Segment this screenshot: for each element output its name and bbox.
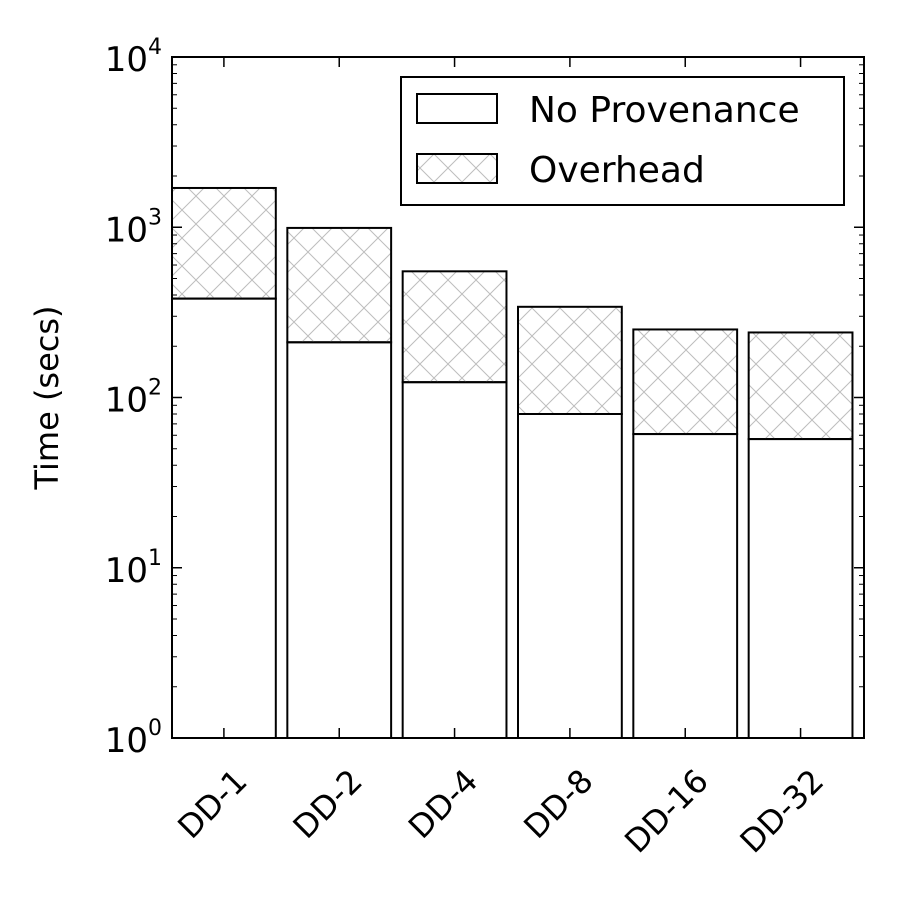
bar-no-provenance-dd-1 <box>171 297 277 739</box>
bar-no-provenance-dd-8 <box>517 413 623 739</box>
bar-overhead-dd-32 <box>747 331 854 441</box>
bar-overhead-dd-2 <box>286 226 393 344</box>
x-tick-label: DD-1 <box>170 762 254 846</box>
y-tick-label: 103 <box>105 205 162 250</box>
y-tick-label: 100 <box>105 716 162 761</box>
bar-overhead-dd-4 <box>401 270 508 384</box>
legend: No Provenance Overhead <box>400 76 845 206</box>
legend-swatch-no-provenance <box>416 93 498 124</box>
x-tick-label: DD-16 <box>617 762 716 861</box>
y-tick-label: 102 <box>105 376 162 421</box>
bar-overhead-dd-8 <box>517 305 623 415</box>
x-tick-label: DD-4 <box>401 762 485 846</box>
bar-no-provenance-dd-2 <box>286 341 393 739</box>
x-tick-label: DD-2 <box>286 762 370 846</box>
y-axis-title: Time (secs) <box>28 305 66 490</box>
bar-overhead-dd-16 <box>632 328 739 436</box>
legend-label-no-provenance: No Provenance <box>529 90 800 131</box>
y-tick-label: 104 <box>105 35 162 80</box>
legend-swatch-overhead <box>416 153 498 184</box>
x-tick-label: DD-32 <box>733 762 832 861</box>
x-tick-label: DD-8 <box>516 762 600 846</box>
bar-no-provenance-dd-32 <box>747 438 854 739</box>
bar-no-provenance-dd-16 <box>632 433 739 739</box>
bar-overhead-dd-1 <box>171 186 277 300</box>
legend-label-overhead: Overhead <box>529 150 705 191</box>
bar-no-provenance-dd-4 <box>401 381 508 739</box>
bars-layer <box>171 186 854 739</box>
y-tick-label: 101 <box>105 546 162 591</box>
